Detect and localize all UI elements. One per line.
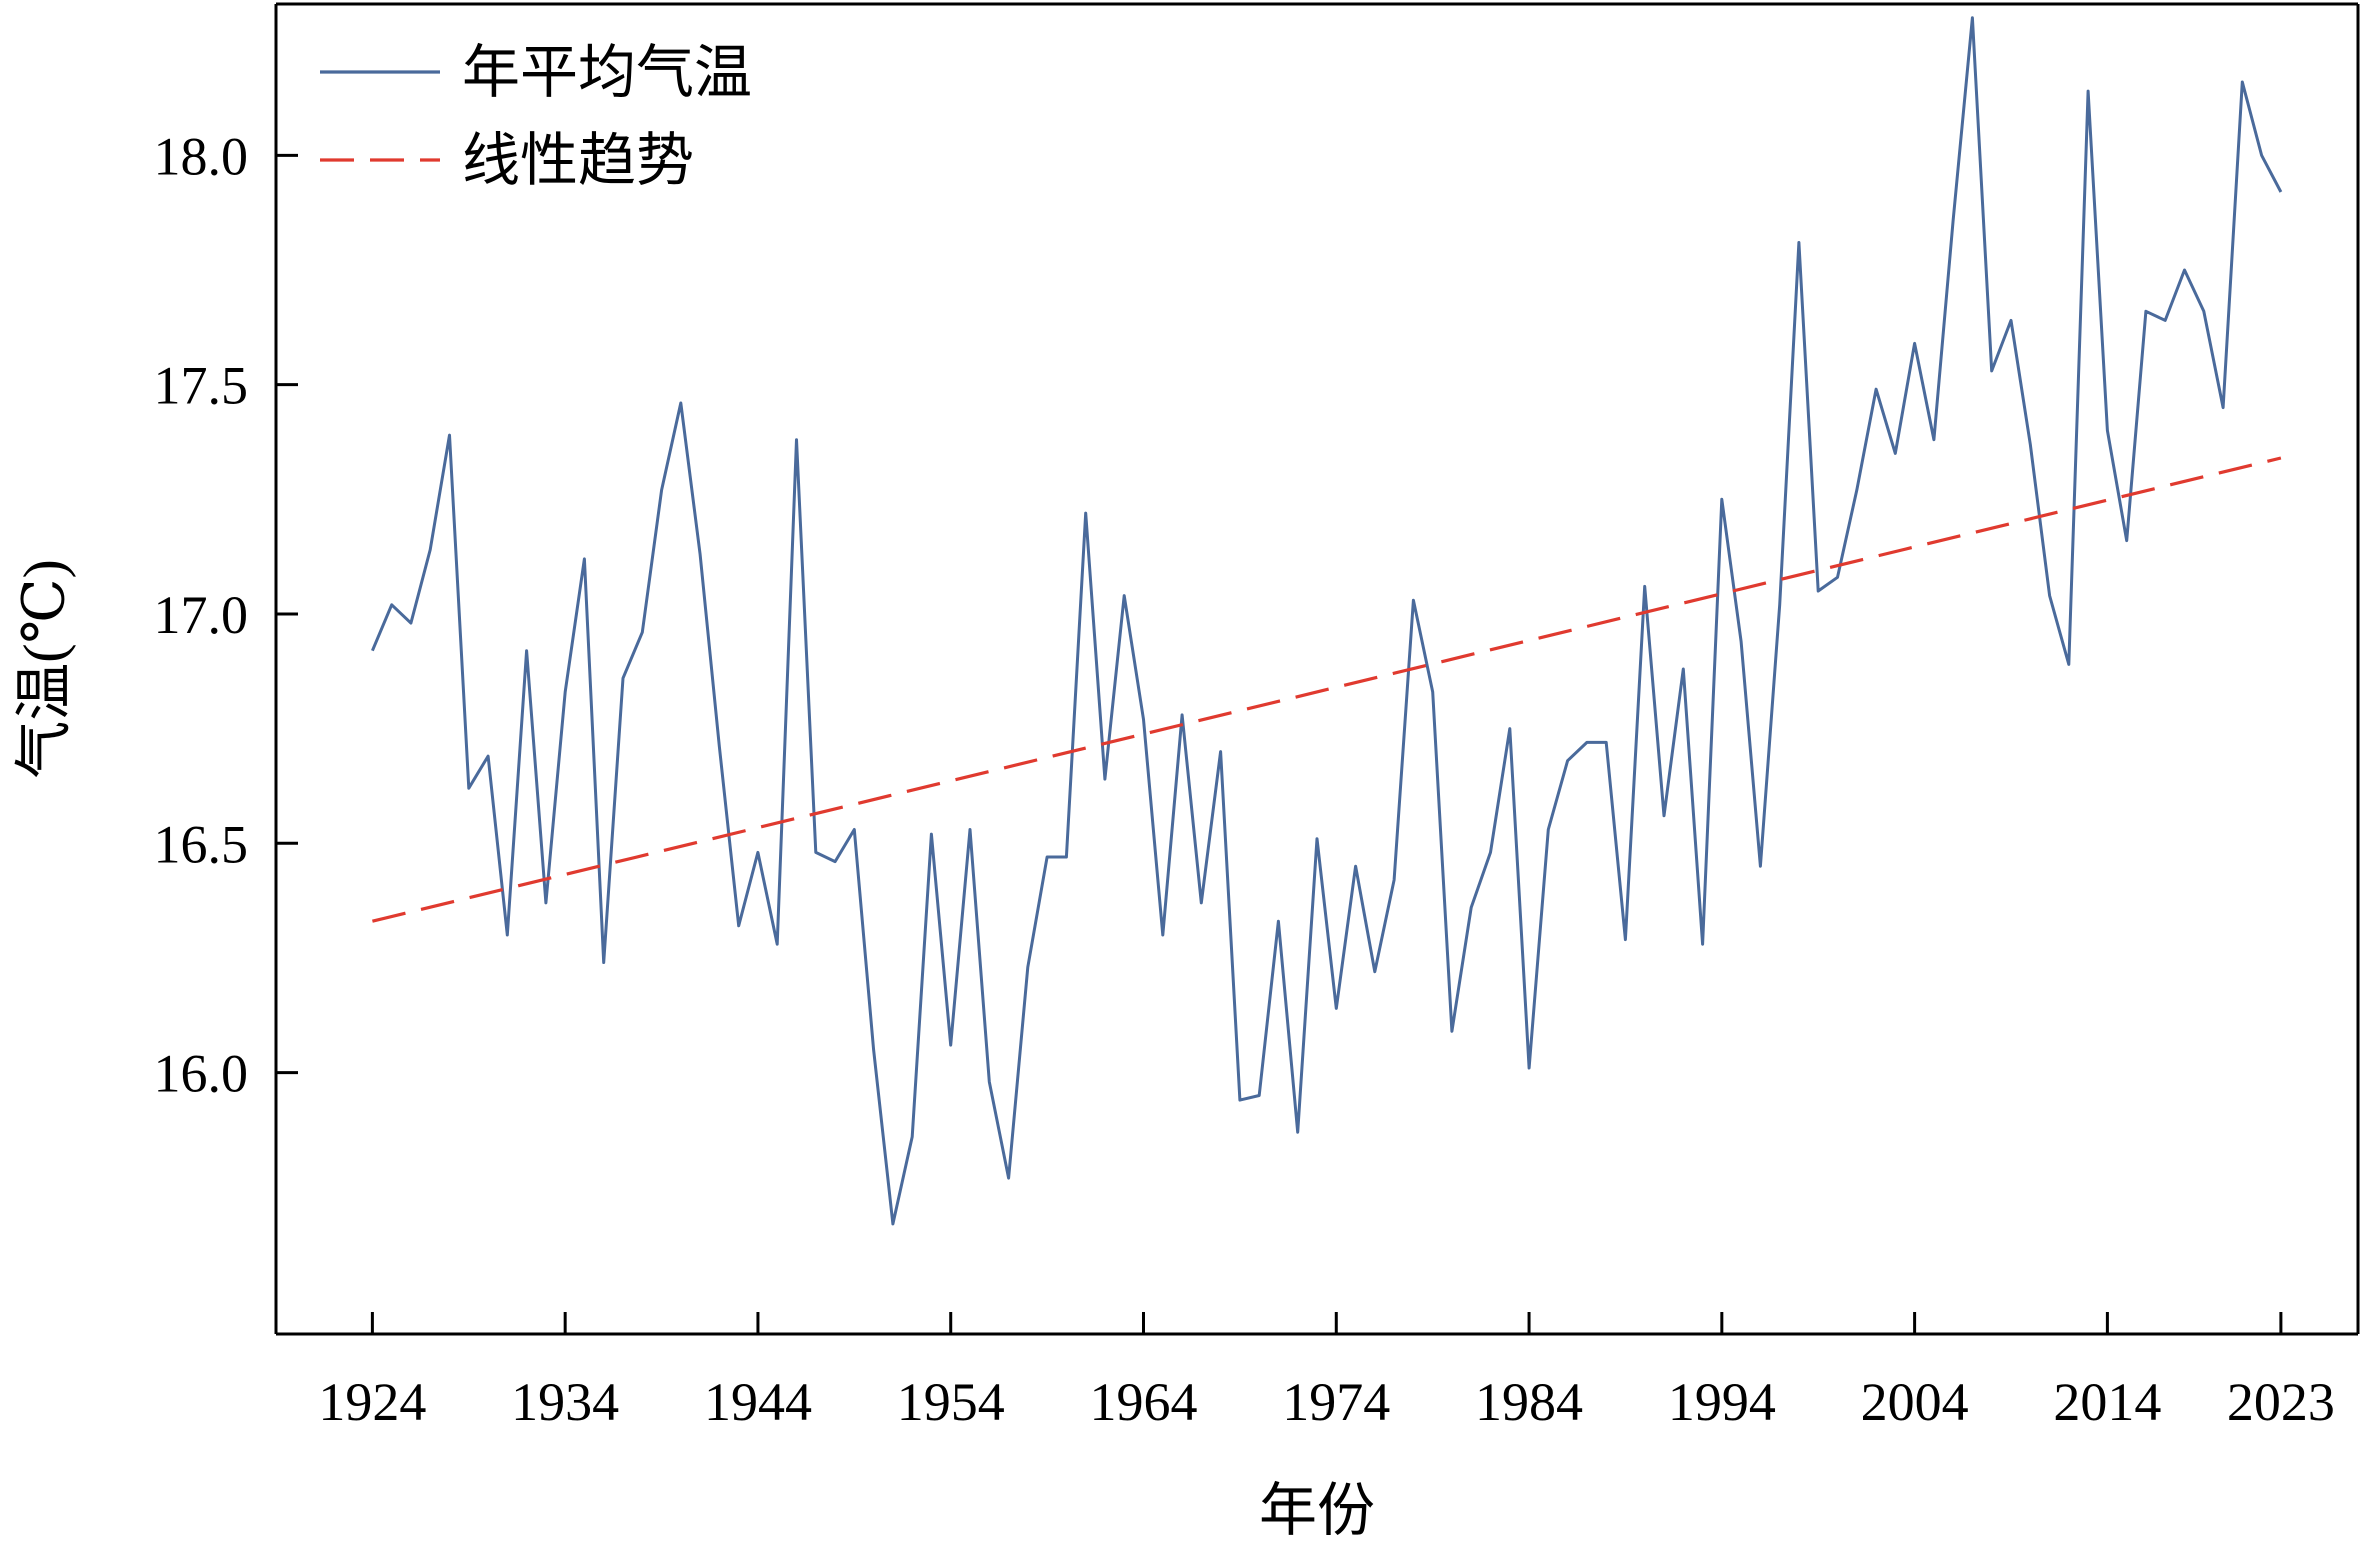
x-tick-label: 1924 — [318, 1372, 426, 1432]
y-axis-title: 气温(℃) — [11, 559, 76, 779]
x-tick-label: 1984 — [1475, 1372, 1583, 1432]
y-tick-label: 18.0 — [154, 126, 249, 186]
legend-trend-label: 线性趋势 — [462, 128, 694, 193]
axes: 1924 1934 1944 1954 1964 1974 1984 1994 2004 2014… — [154, 2, 2360, 1432]
series-line — [371, 16, 2283, 1226]
y-tick-label: 16.0 — [154, 1044, 249, 1104]
legend-series-label: 年平均气温 — [462, 40, 752, 105]
x-tick-label: 1934 — [511, 1372, 619, 1432]
x-tick-label: 2004 — [1861, 1372, 1969, 1432]
x-axis-title: 年份 — [1259, 1478, 1375, 1543]
x-tick-label: 2014 — [2053, 1372, 2161, 1432]
x-tick-label: 1994 — [1668, 1372, 1776, 1432]
y-tick-label: 17.5 — [154, 356, 249, 416]
x-tick-label: 2023 — [2227, 1372, 2335, 1432]
x-tick-label: 1974 — [1282, 1372, 1390, 1432]
x-tick-label: 1944 — [704, 1372, 812, 1432]
trend-line — [372, 456, 2282, 923]
x-tick-label: 1954 — [897, 1372, 1005, 1432]
x-tick-label: 1964 — [1090, 1372, 1198, 1432]
y-tick-label: 16.5 — [154, 814, 249, 874]
y-tick-label: 17.0 — [154, 585, 249, 645]
plot-area — [371, 16, 2283, 1226]
